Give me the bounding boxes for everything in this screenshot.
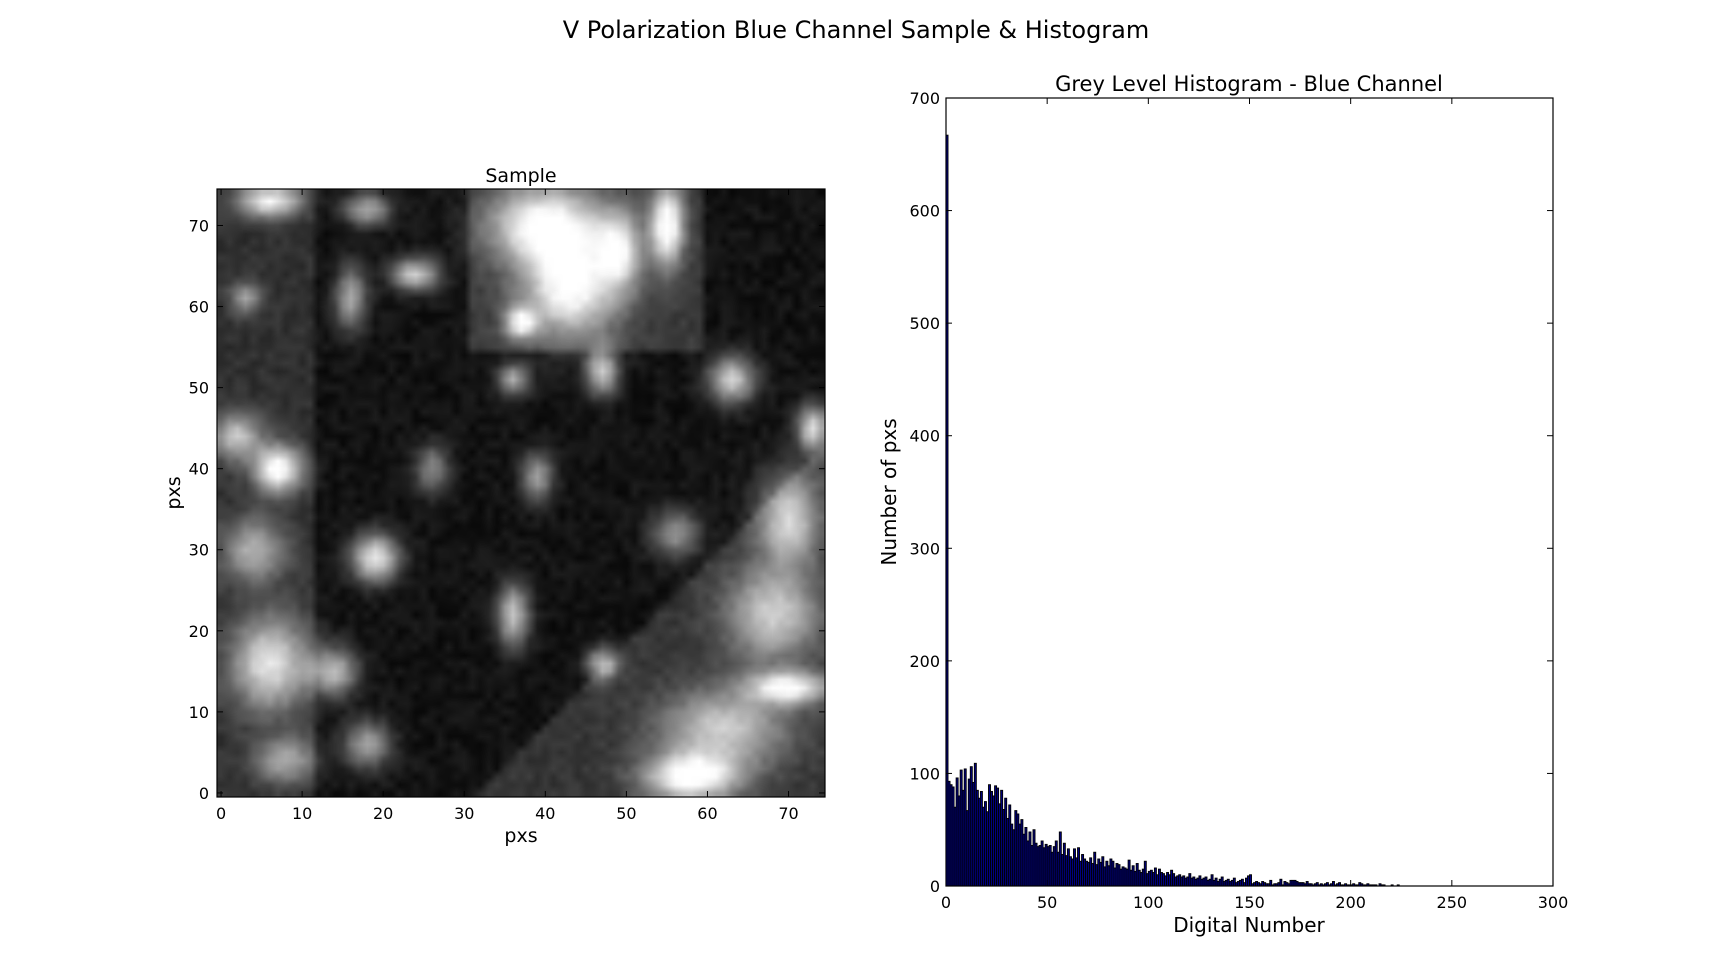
histogram-panel: Grey Level Histogram - Blue Channel 0 50 1…: [877, 72, 1568, 937]
sample-title: Sample: [485, 165, 556, 187]
sample-y-tick-label: 60: [189, 298, 209, 317]
sample-y-tick-label: 20: [189, 622, 209, 641]
sample-x-tick-label: 0: [216, 804, 226, 823]
sample-y-tick-label: 50: [189, 379, 209, 398]
histogram-y-tick-label: 400: [909, 427, 940, 446]
histogram-y-tick-label: 300: [909, 539, 940, 558]
histogram-plot-area: [946, 98, 1553, 886]
histogram-y-tick-label: 200: [909, 652, 940, 671]
sample-axes-frame: [216, 188, 826, 798]
histogram-x-tick-label: 50: [1037, 893, 1057, 912]
sample-x-tick-label: 60: [697, 804, 717, 823]
histogram-y-tick-label: 100: [909, 764, 940, 783]
histogram-y-axis-label: Number of pxs: [877, 418, 901, 565]
figure-title: V Polarization Blue Channel Sample & His…: [563, 16, 1150, 44]
histogram-x-tick-label: 300: [1538, 893, 1569, 912]
sample-y-tick-label: 0: [199, 784, 209, 803]
histogram-y-tick-label: 700: [909, 89, 940, 108]
sample-x-axis-label: pxs: [504, 825, 537, 847]
histogram-y-tick-label: 0: [930, 877, 940, 896]
sample-x-tick-label: 70: [778, 804, 798, 823]
sample-x-tick-label: 20: [373, 804, 393, 823]
sample-x-tick-label: 50: [616, 804, 636, 823]
sample-x-tick-label: 40: [535, 804, 555, 823]
sample-y-tick-label: 30: [189, 541, 209, 560]
histogram-y-tick-label: 600: [909, 202, 940, 221]
histogram-x-tick-label: 0: [941, 893, 951, 912]
histogram-title: Grey Level Histogram - Blue Channel: [1055, 72, 1443, 96]
sample-y-tick-label: 70: [189, 216, 209, 235]
histogram-bars: [945, 134, 1400, 887]
histogram-y-ticks: 0 100 200 300 400 500 600 700: [909, 89, 1553, 896]
sample-panel: Sample 0 10 20 30 40 50 60 70 0 10 20 30 40 50 60 70 p…: [163, 165, 826, 847]
histogram-y-tick-label: 500: [909, 314, 940, 333]
sample-y-ticks: 0 10 20 30 40 50 60 70: [189, 216, 825, 803]
sample-x-ticks: 0 10 20 30 40 50 60 70: [216, 189, 799, 823]
histogram-x-tick-label: 100: [1133, 893, 1164, 912]
histogram-x-tick-label: 150: [1234, 893, 1265, 912]
sample-image: [217, 189, 825, 797]
sample-x-tick-label: 10: [292, 804, 312, 823]
sample-image-frame: [217, 189, 825, 797]
sample-y-tick-label: 10: [189, 703, 209, 722]
sample-y-axis-label: pxs: [163, 476, 185, 509]
histogram-x-axis-label: Digital Number: [1173, 913, 1325, 937]
sample-y-tick-label: 40: [189, 460, 209, 479]
histogram-x-tick-label: 250: [1437, 893, 1468, 912]
histogram-x-tick-label: 200: [1335, 893, 1366, 912]
histogram-x-ticks: 0 50 100 150 200 250 300: [941, 98, 1568, 912]
sample-x-tick-label: 30: [454, 804, 474, 823]
